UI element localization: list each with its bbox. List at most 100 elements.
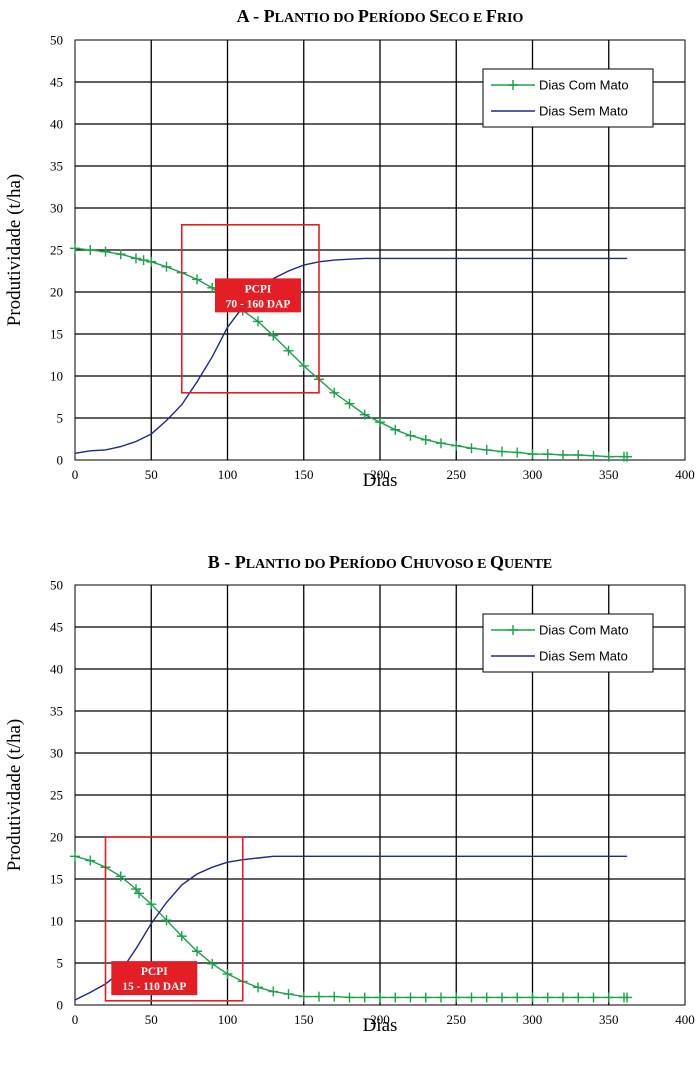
title-part: ECO E xyxy=(439,11,486,26)
y-tick-label: 15 xyxy=(50,872,63,887)
data-point-marker xyxy=(253,316,263,327)
data-point-marker xyxy=(436,438,446,449)
data-point-marker xyxy=(603,992,614,1003)
data-point-marker xyxy=(375,992,385,1003)
x-tick-label: 400 xyxy=(675,1012,695,1027)
legend-label: Dias Sem Mato xyxy=(539,104,628,119)
y-tick-label: 0 xyxy=(57,998,64,1013)
data-point-marker xyxy=(344,398,355,409)
data-point-marker xyxy=(436,992,446,1003)
y-tick-label: 10 xyxy=(50,369,63,384)
data-point-marker xyxy=(497,446,507,457)
x-tick-label: 150 xyxy=(294,467,314,482)
chart-a-title: A - PLANTIO DO PERÍODO SECO E FRIO xyxy=(237,6,524,26)
x-tick-label: 400 xyxy=(675,467,695,482)
data-point-marker xyxy=(70,243,80,254)
title-part: LANTIO DO xyxy=(275,11,358,26)
title-part: UENTE xyxy=(504,557,552,572)
data-point-marker xyxy=(542,992,553,1003)
data-point-marker xyxy=(588,450,599,461)
title-part: RIO xyxy=(497,11,524,26)
y-tick-label: 15 xyxy=(50,327,63,342)
data-point-marker xyxy=(192,274,202,285)
data-point-marker xyxy=(588,992,599,1003)
data-point-marker xyxy=(115,249,126,260)
y-tick-label: 35 xyxy=(50,704,63,719)
pcpi-label-line2: 70 - 160 DAP xyxy=(226,298,291,310)
data-point-marker xyxy=(512,992,523,1003)
pcpi-label-background xyxy=(111,961,198,996)
y-tick-label: 20 xyxy=(50,830,63,845)
data-point-marker xyxy=(390,424,401,435)
x-tick-label: 0 xyxy=(72,1012,79,1027)
data-point-marker xyxy=(70,851,80,862)
data-point-marker xyxy=(161,915,172,926)
chart-b-y-axis-label: Produtividade (t/ha) xyxy=(4,719,25,872)
data-point-marker xyxy=(542,449,553,460)
y-tick-label: 10 xyxy=(50,914,63,929)
chart-b: B - PLANTIO DO PERÍODO CHUVOSO E QUENTE 0… xyxy=(4,552,695,1036)
data-point-marker xyxy=(451,440,462,451)
data-point-marker xyxy=(573,992,584,1003)
data-point-marker xyxy=(192,946,202,957)
title-part: B - P xyxy=(208,552,246,572)
data-point-marker xyxy=(359,409,370,420)
title-part: F xyxy=(486,6,497,26)
data-point-marker xyxy=(405,430,416,441)
data-point-marker xyxy=(344,992,355,1003)
title-part: ERÍODO xyxy=(369,9,429,26)
pcpi-label-background xyxy=(215,278,301,313)
y-tick-label: 40 xyxy=(50,662,63,677)
x-tick-label: 200 xyxy=(370,467,390,482)
y-tick-label: 40 xyxy=(50,117,63,132)
legend-label: Dias Com Mato xyxy=(539,623,629,638)
data-point-marker xyxy=(253,982,263,993)
data-point-marker xyxy=(573,449,584,460)
data-point-marker xyxy=(329,991,340,1002)
x-tick-label: 100 xyxy=(218,1012,238,1027)
data-point-marker xyxy=(131,253,141,264)
x-tick-label: 300 xyxy=(523,1012,543,1027)
title-part: S xyxy=(429,6,439,26)
y-tick-label: 35 xyxy=(50,159,63,174)
data-point-marker xyxy=(161,261,172,272)
data-point-marker xyxy=(622,451,633,462)
data-point-marker xyxy=(622,992,633,1003)
legend-marker xyxy=(508,80,518,90)
pcpi-label-line2: 15 - 110 DAP xyxy=(122,981,186,993)
x-tick-label: 50 xyxy=(145,467,158,482)
legend-marker xyxy=(508,625,518,635)
title-part: ERÍODO xyxy=(340,555,400,572)
legend-box xyxy=(482,613,654,673)
data-point-marker xyxy=(558,992,568,1003)
data-point-marker xyxy=(375,417,385,428)
title-part: P xyxy=(358,6,369,26)
title-part: HUVOSO E xyxy=(413,557,490,572)
data-point-marker xyxy=(222,968,233,979)
chart-b-x-axis-label: Dias xyxy=(363,1015,398,1036)
data-point-marker xyxy=(558,449,568,460)
data-point-marker xyxy=(283,345,294,356)
data-point-marker xyxy=(390,992,401,1003)
data-point-marker xyxy=(138,255,149,266)
data-point-marker xyxy=(298,360,309,371)
chart-a-x-axis-label: Dias xyxy=(363,470,398,491)
data-point-marker xyxy=(512,447,523,458)
data-point-marker xyxy=(451,992,462,1003)
data-point-marker xyxy=(497,992,507,1003)
legend-label: Dias Com Mato xyxy=(539,78,629,93)
data-point-marker xyxy=(283,989,294,1000)
data-point-marker xyxy=(176,931,187,942)
data-point-marker xyxy=(207,958,218,969)
data-point-marker xyxy=(481,992,492,1003)
data-point-marker xyxy=(466,992,477,1003)
y-tick-label: 25 xyxy=(50,243,63,258)
title-part: LANTIO DO xyxy=(246,557,329,572)
title-part: Q xyxy=(490,552,504,572)
y-tick-label: 25 xyxy=(50,788,63,803)
data-point-marker xyxy=(603,451,614,462)
pcpi-box xyxy=(180,224,320,394)
y-tick-label: 30 xyxy=(50,201,63,216)
data-point-marker xyxy=(329,387,340,398)
pcpi-label-line1: PCPI xyxy=(141,966,168,978)
